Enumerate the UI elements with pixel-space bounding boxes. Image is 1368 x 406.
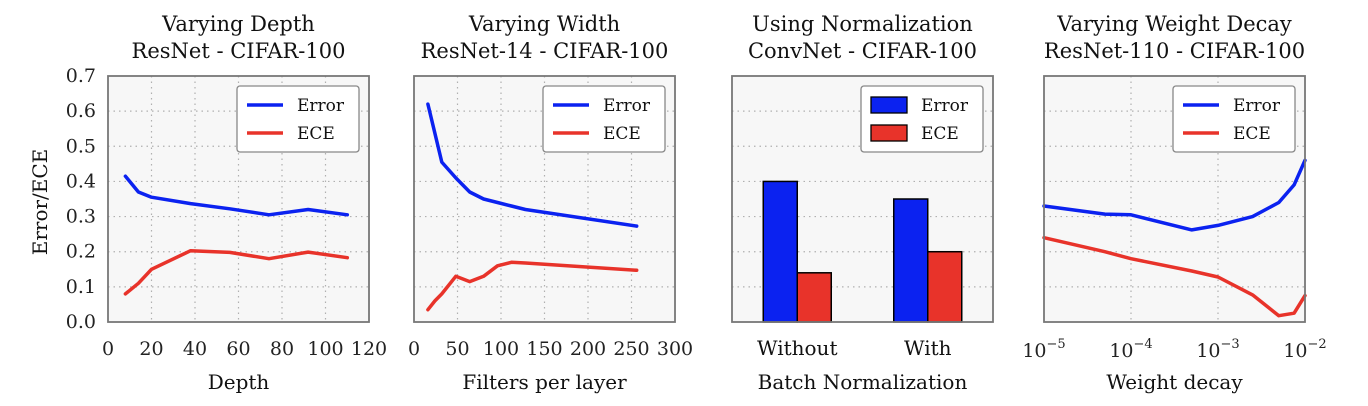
x-tick-label: 100 — [307, 338, 343, 360]
x-axis-label: Filters per layer — [462, 370, 627, 394]
x-tick-label: 100 — [483, 338, 519, 360]
legend-label-ece: ECE — [603, 124, 641, 144]
y-tick-label: 0.5 — [66, 135, 96, 157]
legend-label-error: Error — [921, 96, 969, 116]
legend: Error ECE — [860, 85, 984, 153]
chart-subtitle: ConvNet - CIFAR-100 — [748, 39, 977, 63]
legend: Error ECE — [236, 85, 360, 153]
x-tick-label: 80 — [270, 338, 294, 360]
y-tick-label: 0.0 — [66, 311, 96, 333]
chart-title: Varying Depth — [161, 12, 315, 36]
legend-box — [236, 85, 360, 153]
chart-panel-4: Varying Weight Decay ResNet-110 - CIFAR-1… — [1022, 12, 1326, 394]
chart-panel-3: Using Normalization ConvNet - CIFAR-100 Ba… — [731, 12, 994, 394]
x-tick-label: 10−5 — [1022, 337, 1065, 362]
series-line-error — [1042, 158, 1307, 232]
legend: Error ECE — [1172, 85, 1296, 153]
x-tick-label: 120 — [351, 338, 387, 360]
legend-label-error: Error — [1233, 96, 1281, 116]
y-axis-label: Error/ECE — [28, 149, 52, 256]
x-tick-label: 10−3 — [1196, 337, 1239, 362]
plot-frame — [413, 75, 676, 323]
x-axis-label: Weight decay — [1106, 370, 1243, 394]
chart-subtitle: ResNet - CIFAR-100 — [132, 39, 346, 63]
x-tick-label: 10−4 — [1109, 337, 1152, 362]
series-line-ece — [123, 248, 350, 296]
x-tick-label: 200 — [570, 338, 606, 360]
legend-label-ece: ECE — [1233, 124, 1271, 144]
legend-swatch-error — [870, 96, 908, 114]
x-tick-label: 40 — [183, 338, 207, 360]
chart-title: Using Normalization — [752, 12, 973, 36]
legend-label-error: Error — [297, 96, 345, 116]
series-line-ece — [1042, 235, 1307, 318]
plot-frame — [107, 75, 370, 323]
y-tick-label: 0.6 — [66, 100, 96, 122]
legend-label-ece: ECE — [921, 124, 959, 144]
legend-label-error: Error — [603, 96, 651, 116]
legend: Error ECE — [542, 85, 666, 153]
series-line-ece — [426, 260, 639, 312]
x-axis-label: Depth — [208, 370, 270, 394]
x-tick-label: 0 — [102, 338, 114, 360]
bar-ece-without — [796, 272, 832, 323]
chart-title: Varying Weight Decay — [1056, 12, 1292, 36]
x-tick-label: 0 — [408, 338, 420, 360]
plot-frame — [731, 75, 994, 323]
bar-error-without — [762, 180, 798, 323]
x-tick-label: 20 — [139, 338, 163, 360]
y-tick-label: 0.7 — [66, 65, 96, 87]
legend-label-ece: ECE — [297, 124, 335, 144]
series-line-error — [123, 174, 350, 217]
legend-swatch-ece — [870, 124, 908, 142]
y-tick-label: 0.3 — [66, 206, 96, 228]
x-tick-label: 50 — [445, 338, 469, 360]
x-tick-label: 60 — [226, 338, 250, 360]
x-tick-label: 300 — [657, 338, 693, 360]
chart-panel-1: Varying Depth ResNet - CIFAR-100 0.0 0.1 0.2… — [66, 12, 387, 394]
plot-frame — [1043, 75, 1306, 323]
x-tick-label: 150 — [526, 338, 562, 360]
x-tick-label: 250 — [613, 338, 649, 360]
series-line-error — [426, 102, 639, 228]
y-tick-label: 0.4 — [66, 170, 96, 192]
x-tick-label: With — [904, 336, 952, 360]
bar-ece-with — [927, 250, 963, 323]
x-tick-label: Without — [757, 336, 837, 360]
legend-box — [1172, 85, 1296, 153]
chart-subtitle: ResNet-110 - CIFAR-100 — [1044, 39, 1305, 63]
bar-error-with — [893, 198, 929, 323]
chart-panel-2: Varying Width ResNet-14 - CIFAR-100 0 50 100… — [408, 12, 693, 394]
legend-box — [542, 85, 666, 153]
x-tick-label: 10−2 — [1283, 337, 1326, 362]
chart-title: Varying Width — [468, 12, 620, 36]
y-tick-label: 0.2 — [66, 241, 96, 263]
y-tick-label: 0.1 — [66, 276, 96, 298]
x-axis-label: Batch Normalization — [758, 370, 968, 394]
chart-subtitle: ResNet-14 - CIFAR-100 — [421, 39, 669, 63]
